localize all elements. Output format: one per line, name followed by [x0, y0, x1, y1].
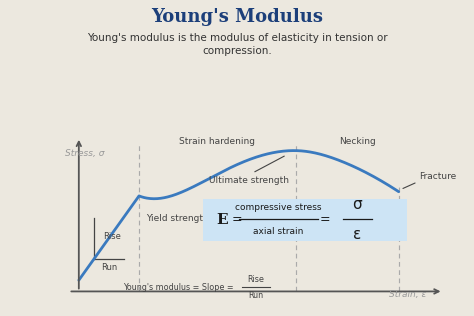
Text: Stress, σ: Stress, σ: [65, 149, 105, 158]
Text: ε: ε: [353, 227, 362, 242]
Text: Strain, ε: Strain, ε: [389, 290, 426, 300]
Text: compressive stress: compressive stress: [235, 203, 321, 212]
Text: σ: σ: [353, 197, 362, 212]
Text: Rise: Rise: [247, 275, 264, 284]
Text: =: =: [232, 213, 243, 226]
Text: Young's Modulus: Young's Modulus: [151, 8, 323, 26]
Text: Young's modulus = Slope =: Young's modulus = Slope =: [124, 283, 237, 292]
Text: Ultimate strength: Ultimate strength: [209, 176, 289, 185]
Text: Young's modulus is the modulus of elasticity in tension or
compression.: Young's modulus is the modulus of elasti…: [87, 33, 387, 56]
Text: Fracture: Fracture: [419, 172, 456, 181]
Text: Rise: Rise: [103, 232, 121, 241]
Text: Strain hardening: Strain hardening: [179, 137, 255, 146]
FancyBboxPatch shape: [203, 199, 407, 241]
Text: Run: Run: [101, 264, 117, 272]
Text: Necking: Necking: [339, 137, 376, 146]
Text: axial strain: axial strain: [253, 227, 303, 236]
Text: Yield strength: Yield strength: [146, 214, 209, 223]
Text: =: =: [319, 213, 330, 226]
Text: Run: Run: [248, 291, 264, 300]
Text: E: E: [217, 213, 228, 227]
